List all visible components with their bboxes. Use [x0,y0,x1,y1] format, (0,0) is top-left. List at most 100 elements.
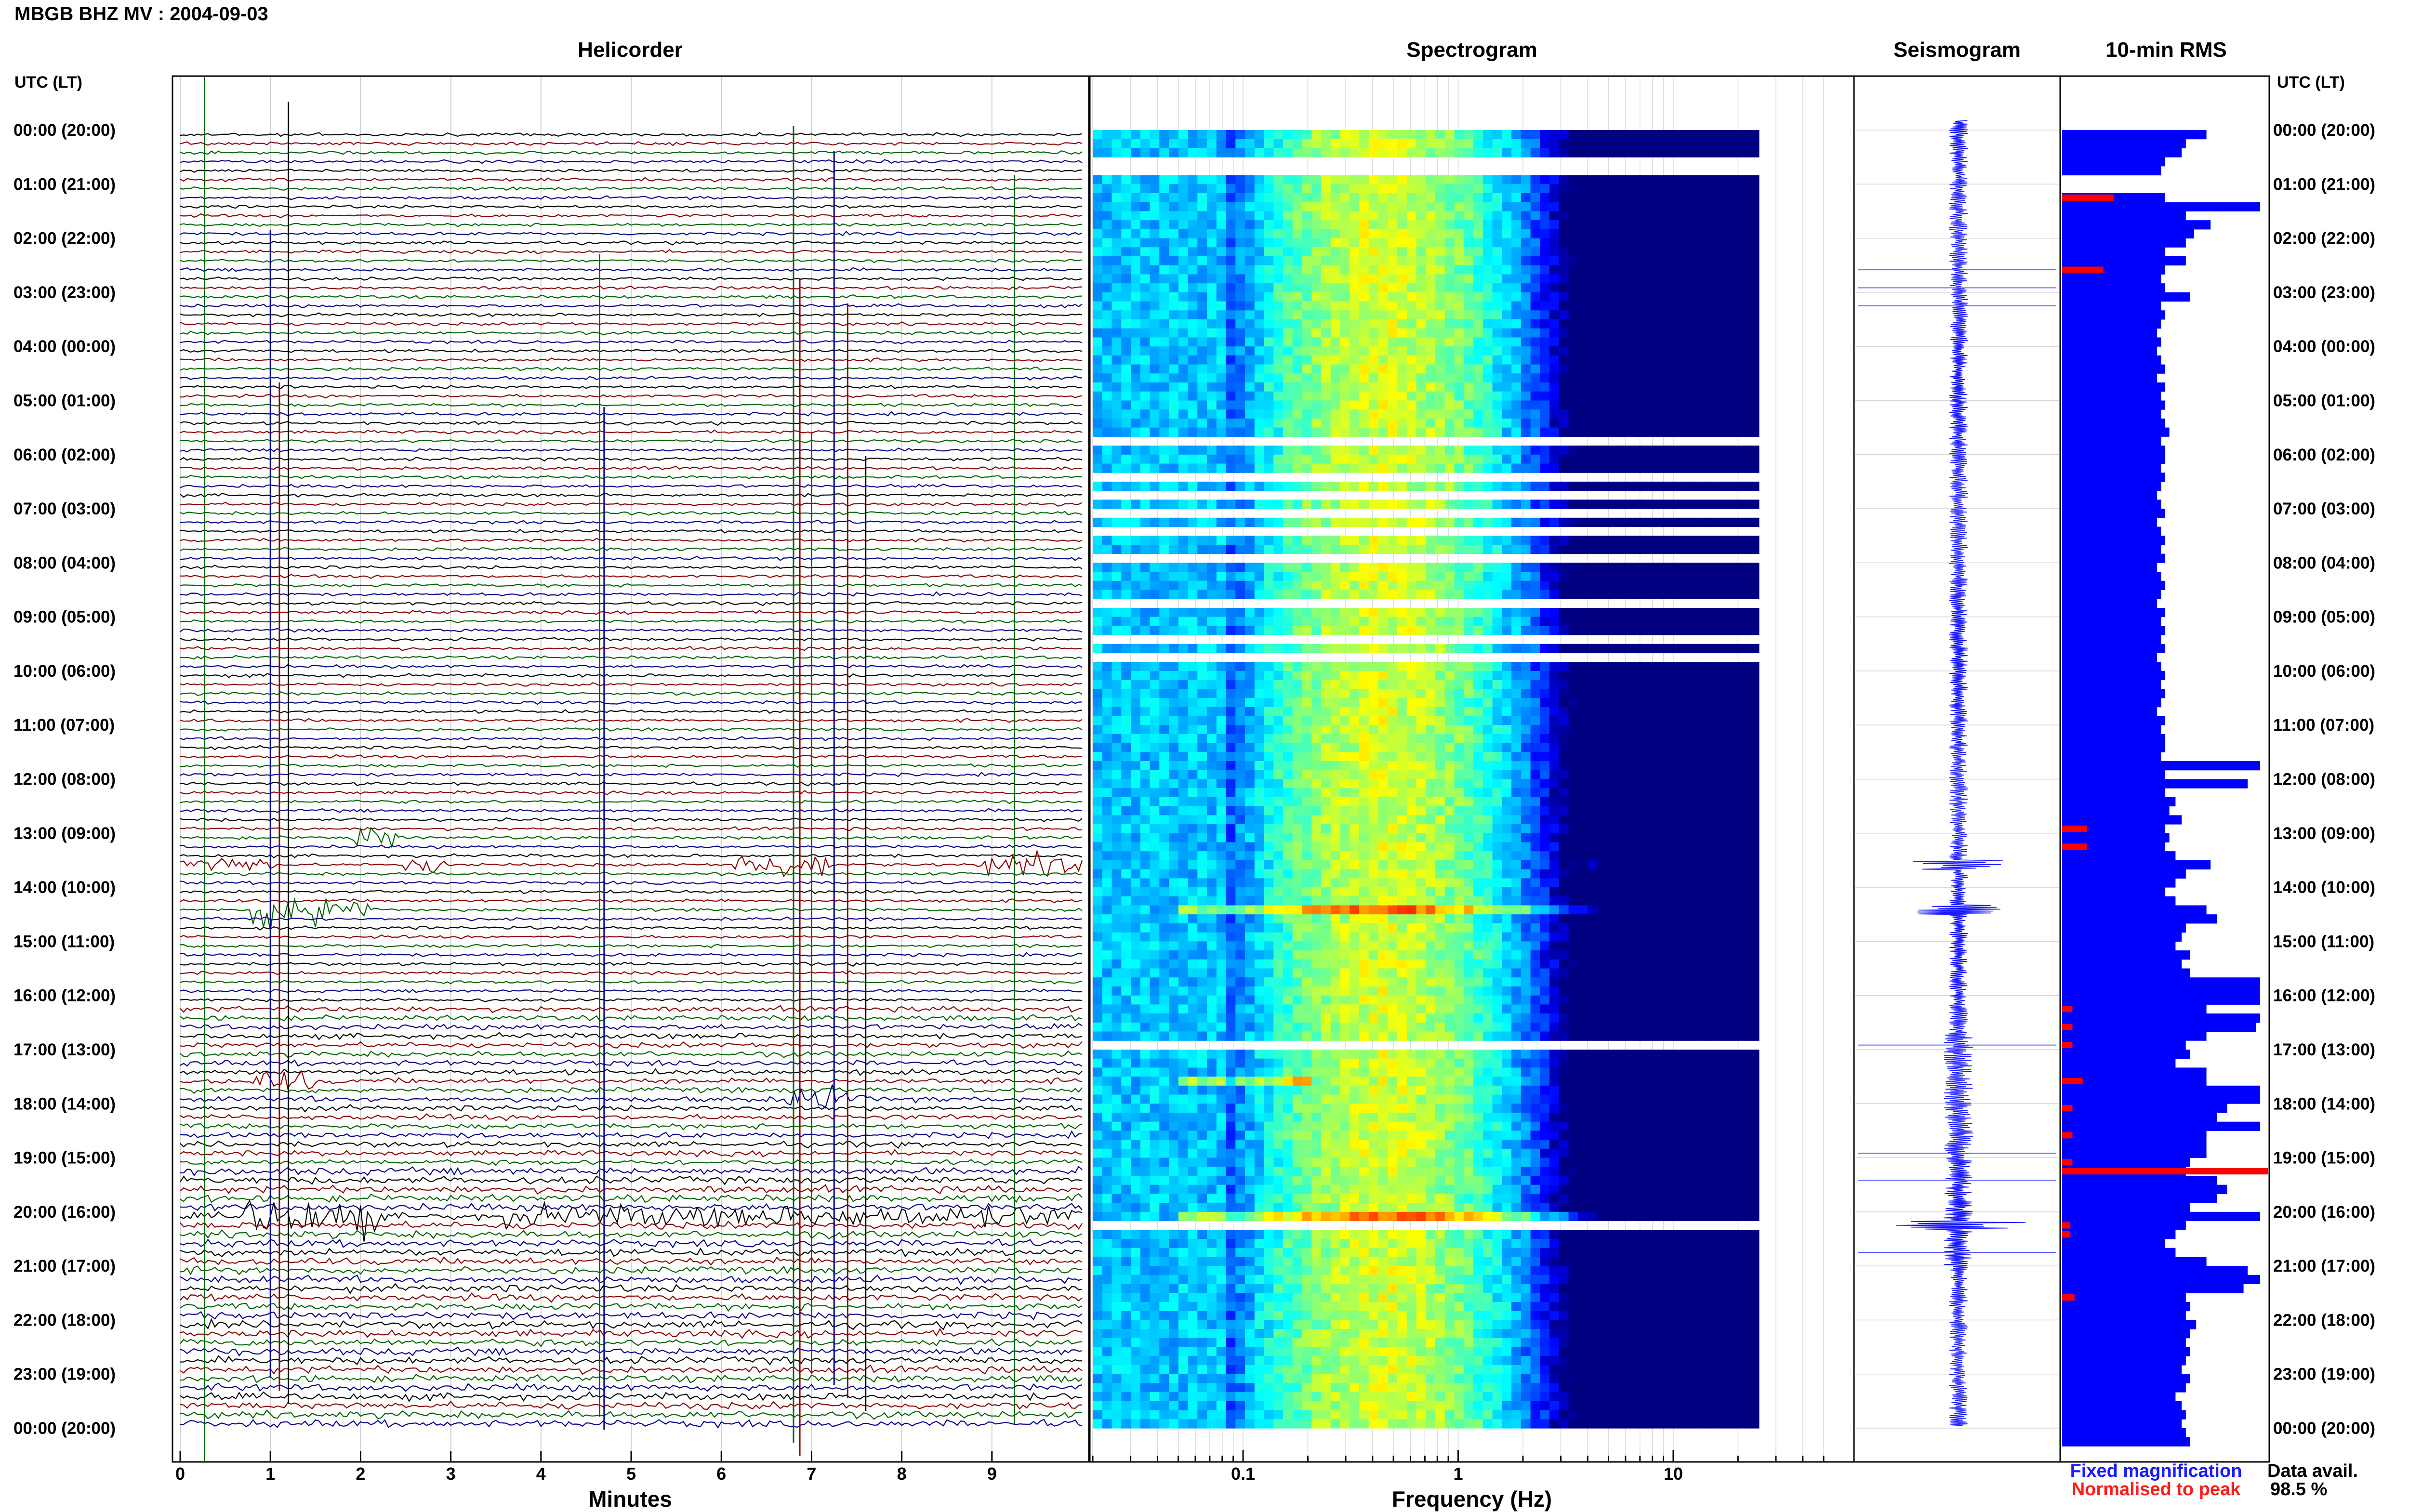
spectrogram-cell [1112,607,1122,618]
spectrogram-cell [1216,247,1227,257]
spectrogram-cell [1159,607,1169,618]
spectrogram-cell [1131,536,1141,545]
spectrogram-cell [1482,346,1493,356]
spectrogram-cell [1350,617,1360,626]
spectrogram-cell [1473,626,1483,635]
spectrogram-cell [1711,346,1721,356]
spectrogram-cell [1235,644,1245,654]
spectrogram-cell [1321,130,1331,140]
spectrogram-cell [1378,446,1389,455]
spectrogram-cell [1159,716,1169,725]
spectrogram-cell [1330,247,1341,257]
helicorder-trace [180,240,1083,246]
spectrogram-cell [1568,148,1579,158]
spectrogram-cell [1283,644,1293,654]
spectrogram-cell [1730,761,1740,771]
spectrogram-cell [1330,175,1341,184]
spectrogram-cell [1216,797,1227,807]
spectrogram-cell [1178,256,1189,266]
spectrogram-cell [1140,580,1151,591]
spectrogram-cell [1482,247,1493,257]
spectrogram-cell [1112,544,1122,554]
spectrogram-cell [1578,481,1588,491]
spectrogram-cell [1416,815,1427,825]
spectrogram-cell [1254,572,1265,581]
spectrogram-cell [1644,662,1655,671]
spectrogram-cell [1388,355,1398,365]
spectrogram-cell [1635,536,1645,545]
spectrogram-cell [1159,382,1169,392]
spectrogram-cell [1692,256,1702,266]
spectrogram-cell [1644,328,1655,338]
spectrogram-cell [1559,409,1569,419]
spectrogram-cell [1112,175,1122,184]
spectrogram-cell [1359,481,1369,491]
spectrogram-cell [1740,130,1750,140]
spectrogram-cell [1416,806,1427,815]
spectrogram-cell [1131,644,1141,654]
spectrogram-cell [1178,662,1189,671]
spectrogram-cell [1321,292,1331,302]
spectrogram-cell [1530,544,1541,554]
spectrogram-cell [1216,644,1227,654]
spectrogram-cell [1406,716,1417,725]
spectrogram-cell [1597,644,1607,654]
spectrogram-cell [1350,689,1360,698]
spectrogram-cell [1254,590,1265,599]
spectrogram-cell [1112,328,1122,338]
spectrogram-cell [1264,310,1274,320]
spectrogram-cell [1350,481,1360,491]
spectrogram-cell [1654,446,1664,455]
spectrogram-cell [1112,698,1122,708]
spectrogram-cell [1426,716,1436,725]
spectrogram-cell [1559,770,1569,780]
spectrogram-cell [1482,355,1493,365]
spectrogram-cell [1093,238,1103,248]
spectrogram-cell [1397,725,1407,735]
spectrogram-cell [1454,373,1465,383]
spectrogram-cell [1702,590,1712,599]
spectrogram-cell [1749,761,1760,771]
spectrogram-cell [1140,698,1151,708]
spectrogram-cell [1121,806,1131,815]
spectrogram-cell [1292,788,1303,798]
spectrogram-cell [1711,310,1721,320]
spectrogram-cell [1568,788,1579,798]
spectrogram-cell [1388,707,1398,717]
spectrogram-cell [1359,301,1369,311]
spectrogram-cell [1530,563,1541,572]
spectrogram-cell [1588,671,1598,681]
spectrogram-cell [1482,301,1493,311]
spectrogram-cell [1226,130,1236,140]
spectrogram-cell [1140,418,1151,428]
spectrogram-cell [1730,698,1740,708]
spectrogram-cell [1197,536,1207,545]
spectrogram-cell [1444,355,1455,365]
spectrogram-cell [1121,229,1131,239]
spectrogram-cell [1549,770,1560,780]
spectrogram-cell [1397,319,1407,329]
spectrogram-cell [1378,274,1389,284]
spectrogram-cell [1454,500,1465,509]
spectrogram-cell [1283,446,1293,455]
spectrogram-cell [1388,580,1398,591]
spectrogram-cell [1578,283,1588,293]
spectrogram-cell [1378,301,1389,311]
spectrogram-cell [1492,626,1503,635]
spectrogram-cell [1473,184,1483,194]
spectrogram-cell [1578,761,1588,771]
spectrogram-cell [1406,382,1417,392]
spectrogram-cell [1435,364,1445,374]
spectrogram-cell [1235,617,1245,626]
helicorder-trace [180,1014,1083,1022]
spectrogram-cell [1388,734,1398,744]
spectrogram-cell [1568,184,1579,194]
spectrogram-cell [1502,139,1512,148]
spectrogram-cell [1121,364,1131,374]
spectrogram-cell [1464,184,1474,194]
spectrogram-cell [1321,193,1331,203]
spectrogram-cell [1159,788,1169,798]
spectrogram-cell [1340,319,1350,329]
spectrogram-cell [1673,229,1683,239]
spectrogram-cell [1292,238,1303,248]
